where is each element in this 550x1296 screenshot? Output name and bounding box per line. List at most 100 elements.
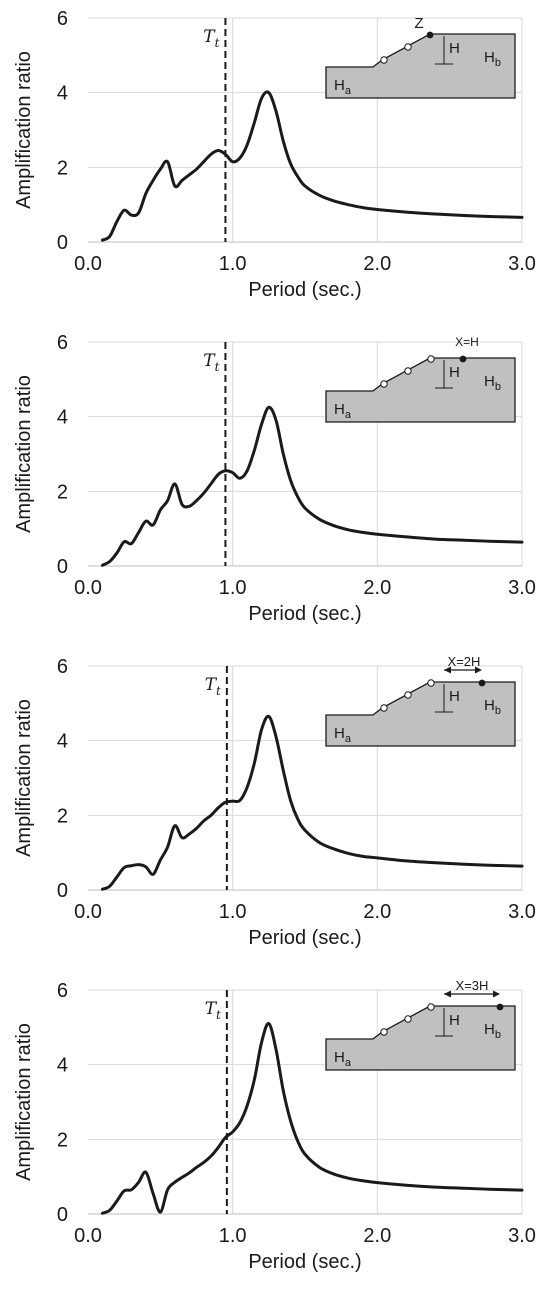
slope-ground-shape (325, 33, 516, 99)
tt-label: Tt (205, 675, 221, 698)
y-axis-title: Amplification ratio (13, 51, 35, 209)
amplification-curve (100, 1022, 524, 1215)
inset-hb-label: Hb (484, 697, 501, 717)
inset-hb-label: Hb (484, 373, 501, 393)
chart-panel-1: 0 2 4 6 0.0 1.0 2.0 3.0 Period (sec.) Amplificati… (0, 0, 550, 324)
x-tick-label: 0.0 (74, 577, 102, 599)
inset-h-label: H (449, 40, 460, 57)
tt-label: Tt (203, 27, 219, 50)
y-tick-label: 2 (57, 1129, 68, 1151)
sensor-point (404, 43, 412, 51)
chart-svg: 0 2 4 6 0.0 1.0 2.0 3.0 Period (sec.) Amplificati… (13, 332, 536, 625)
slope-inset: H Ha Hb X=H (325, 335, 516, 423)
x-tick-label: 2.0 (363, 1225, 391, 1247)
x-axis-title: Period (sec.) (248, 279, 361, 301)
arrow-head-left (444, 990, 451, 998)
chart-svg: 0 2 4 6 0.0 1.0 2.0 3.0 Period (sec.) Amplificati… (13, 8, 536, 301)
y-axis-title: Amplification ratio (13, 1023, 35, 1181)
chart-panel-2: 0 2 4 6 0.0 1.0 2.0 3.0 Period (sec.) Amplificati… (0, 324, 550, 648)
inset-h-label: H (449, 1012, 460, 1029)
arrow-head-right (493, 990, 500, 998)
inset-hb-label: Hb (484, 49, 501, 69)
slope-inset: H Ha Hb X=2H (325, 654, 516, 747)
position-label: X=3H (456, 978, 489, 993)
sensor-point (380, 380, 388, 388)
tt-label: Tt (203, 351, 219, 374)
x-tick-label: 3.0 (508, 577, 536, 599)
inset-ha-label: Ha (334, 1049, 352, 1069)
x-axis-title: Period (sec.) (248, 927, 361, 949)
x-tick-label: 2.0 (363, 253, 391, 275)
inset-ha-label: Ha (334, 77, 352, 97)
arrow-head-left (444, 666, 451, 674)
chart-panel-3: 0 2 4 6 0.0 1.0 2.0 3.0 Period (sec.) Amplificati… (0, 648, 550, 972)
y-tick-label: 0 (57, 1204, 68, 1226)
y-tick-label: 2 (57, 481, 68, 503)
chart-svg: 0 2 4 6 0.0 1.0 2.0 3.0 Period (sec.) Amplificati… (13, 978, 536, 1273)
x-axis-title: Period (sec.) (248, 1251, 361, 1273)
x-axis-title: Period (sec.) (248, 603, 361, 625)
position-label: X=H (455, 335, 479, 349)
amplification-curve (100, 714, 524, 891)
measurement-point (426, 31, 434, 39)
measurement-point (496, 1003, 504, 1011)
sensor-point (427, 355, 435, 363)
y-tick-label: 0 (57, 232, 68, 254)
chart-panel-4: 0 2 4 6 0.0 1.0 2.0 3.0 Period (sec.) Amplificati… (0, 972, 550, 1296)
y-tick-label: 2 (57, 805, 68, 827)
sensor-point (427, 679, 435, 687)
x-tick-label: 0.0 (74, 253, 102, 275)
y-tick-label: 6 (57, 8, 68, 30)
arrow-head-right (475, 666, 482, 674)
sensor-point (404, 367, 412, 375)
x-tick-label: 2.0 (363, 901, 391, 923)
y-tick-label: 0 (57, 556, 68, 578)
y-axis-title: Amplification ratio (13, 699, 35, 857)
inset-h-label: H (449, 688, 460, 705)
y-tick-label: 6 (57, 980, 68, 1002)
y-tick-label: 0 (57, 880, 68, 902)
sensor-point (404, 1015, 412, 1023)
measurement-point (459, 355, 467, 363)
x-tick-label: 1.0 (219, 253, 247, 275)
amplification-curve (100, 90, 524, 242)
inset-ha-label: Ha (334, 401, 352, 421)
y-tick-label: 2 (57, 157, 68, 179)
chart-svg: 0 2 4 6 0.0 1.0 2.0 3.0 Period (sec.) Amplificati… (13, 654, 536, 949)
sensor-point (380, 704, 388, 712)
inset-ha-label: Ha (334, 725, 352, 745)
x-tick-label: 3.0 (508, 901, 536, 923)
y-tick-label: 6 (57, 656, 68, 678)
sensor-point (427, 1003, 435, 1011)
position-label: X=2H (448, 654, 481, 669)
measurement-point (478, 679, 486, 687)
sensor-point (380, 1028, 388, 1036)
y-tick-label: 6 (57, 332, 68, 354)
slope-ground-shape (325, 357, 516, 423)
y-tick-label: 4 (57, 407, 68, 429)
slope-inset: H Ha Hb Z (325, 15, 516, 99)
x-tick-label: 3.0 (508, 1225, 536, 1247)
tt-label: Tt (205, 999, 221, 1022)
inset-hb-label: Hb (484, 1021, 501, 1041)
y-tick-label: 4 (57, 1055, 68, 1077)
x-tick-label: 0.0 (74, 901, 102, 923)
x-tick-label: 1.0 (219, 577, 247, 599)
inset-h-label: H (449, 364, 460, 381)
y-axis-title: Amplification ratio (13, 375, 35, 533)
y-tick-label: 4 (57, 83, 68, 105)
x-tick-label: 2.0 (363, 577, 391, 599)
amplification-curve (100, 405, 524, 567)
x-tick-label: 1.0 (219, 901, 247, 923)
x-tick-label: 1.0 (219, 1225, 247, 1247)
slope-ground-shape (325, 1005, 516, 1071)
x-tick-label: 0.0 (74, 1225, 102, 1247)
slope-ground-shape (325, 681, 516, 747)
x-tick-label: 3.0 (508, 253, 536, 275)
y-tick-label: 4 (57, 731, 68, 753)
sensor-point (404, 691, 412, 699)
sensor-point (380, 56, 388, 64)
position-label: Z (414, 15, 423, 32)
slope-inset: H Ha Hb X=3H (325, 978, 516, 1071)
